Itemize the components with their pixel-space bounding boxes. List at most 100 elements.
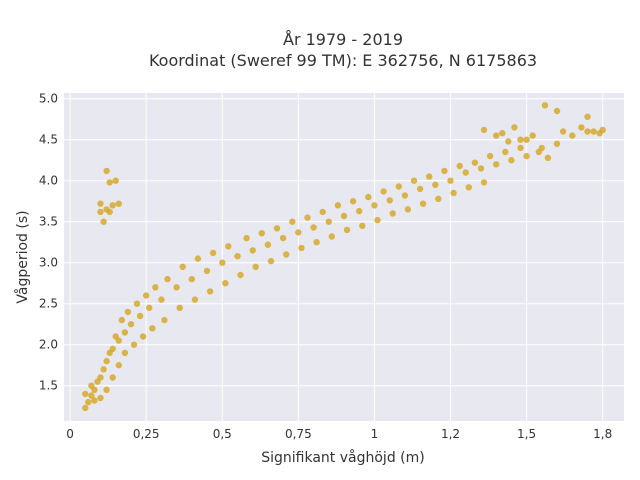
- data-point: [243, 234, 250, 242]
- y-tick-label: 1.5: [39, 379, 58, 393]
- data-point: [325, 218, 332, 225]
- data-point: [289, 218, 296, 225]
- data-point: [477, 165, 485, 172]
- x-tick-label: 1: [371, 427, 379, 441]
- data-point: [447, 177, 454, 184]
- data-point: [130, 341, 138, 348]
- data-point: [118, 316, 126, 324]
- data-point: [97, 394, 104, 402]
- data-point: [471, 159, 479, 166]
- data-point: [502, 148, 509, 156]
- x-tick-label: 0,75: [285, 427, 312, 441]
- data-point: [283, 251, 290, 258]
- data-point: [590, 128, 597, 135]
- data-point: [222, 280, 229, 287]
- data-point: [380, 188, 387, 195]
- y-tick-label: 2.0: [39, 338, 58, 352]
- data-point: [279, 234, 287, 242]
- data-point: [106, 179, 113, 186]
- data-point: [480, 179, 488, 186]
- data-point: [371, 202, 378, 209]
- data-point: [149, 325, 156, 332]
- data-point: [82, 404, 89, 412]
- data-point: [121, 349, 129, 357]
- data-point: [103, 386, 110, 393]
- data-point: [88, 392, 95, 399]
- data-point: [237, 271, 244, 279]
- data-point: [486, 152, 494, 160]
- data-point: [249, 247, 256, 254]
- data-point: [194, 255, 202, 262]
- data-point: [97, 208, 104, 216]
- data-point: [559, 128, 567, 135]
- data-point: [164, 275, 171, 283]
- data-point: [112, 177, 119, 184]
- data-point: [109, 374, 116, 381]
- data-point: [426, 173, 433, 180]
- data-point: [389, 210, 396, 217]
- y-tick-label: 5.0: [39, 92, 58, 106]
- data-point: [258, 230, 265, 237]
- data-point: [234, 253, 241, 260]
- data-point: [219, 259, 226, 266]
- x-tick-label: 1,5: [517, 427, 536, 441]
- data-point: [404, 206, 412, 213]
- data-point: [176, 304, 183, 311]
- chart-title-line2: Koordinat (Sweref 99 TM): E 362756, N 61…: [149, 51, 537, 70]
- data-point: [356, 207, 363, 215]
- x-tick-label: 1,2: [441, 427, 460, 441]
- data-point: [465, 184, 472, 191]
- data-point: [343, 226, 351, 234]
- data-point: [158, 296, 165, 303]
- data-point: [340, 212, 348, 220]
- data-point: [112, 333, 119, 340]
- data-point: [578, 124, 585, 131]
- chart-title-line1: År 1979 - 2019: [283, 30, 403, 49]
- data-point: [319, 208, 326, 216]
- data-point: [334, 202, 342, 209]
- data-point: [97, 200, 104, 207]
- data-point: [124, 308, 132, 316]
- data-point: [85, 398, 92, 406]
- data-point: [435, 195, 442, 202]
- data-point: [569, 132, 576, 139]
- data-point: [401, 192, 409, 199]
- data-point: [191, 296, 199, 303]
- data-point: [109, 202, 116, 209]
- plot-area: [64, 93, 624, 421]
- x-tick-label: 1,8: [593, 427, 612, 441]
- data-point: [127, 321, 135, 328]
- data-point: [541, 102, 549, 109]
- data-point: [298, 244, 305, 252]
- y-axis-title: Vågperiod (s): [14, 210, 31, 303]
- data-point: [103, 357, 110, 365]
- x-axis-title: Signifikant våghöjd (m): [261, 449, 424, 466]
- data-point: [535, 148, 542, 156]
- data-point: [313, 239, 320, 246]
- y-tick-label: 3.5: [39, 215, 58, 229]
- data-point: [349, 198, 357, 205]
- data-point: [553, 107, 561, 115]
- data-point: [596, 130, 603, 137]
- data-point: [146, 304, 153, 311]
- data-point: [106, 349, 113, 357]
- data-point: [188, 275, 195, 283]
- data-point: [365, 193, 372, 201]
- data-point: [553, 140, 561, 147]
- data-point: [133, 300, 141, 307]
- data-point: [529, 132, 536, 139]
- data-point: [310, 224, 317, 231]
- data-point: [450, 189, 457, 197]
- y-tick-label: 4.5: [39, 133, 58, 147]
- data-point: [432, 181, 439, 188]
- data-point: [359, 222, 366, 229]
- data-point: [252, 263, 259, 270]
- data-point: [100, 366, 107, 373]
- data-point: [419, 200, 427, 207]
- data-point: [584, 128, 591, 135]
- data-points: [82, 102, 606, 412]
- y-tick-label: 3.0: [39, 256, 58, 270]
- data-point: [82, 390, 89, 398]
- data-point: [115, 200, 123, 207]
